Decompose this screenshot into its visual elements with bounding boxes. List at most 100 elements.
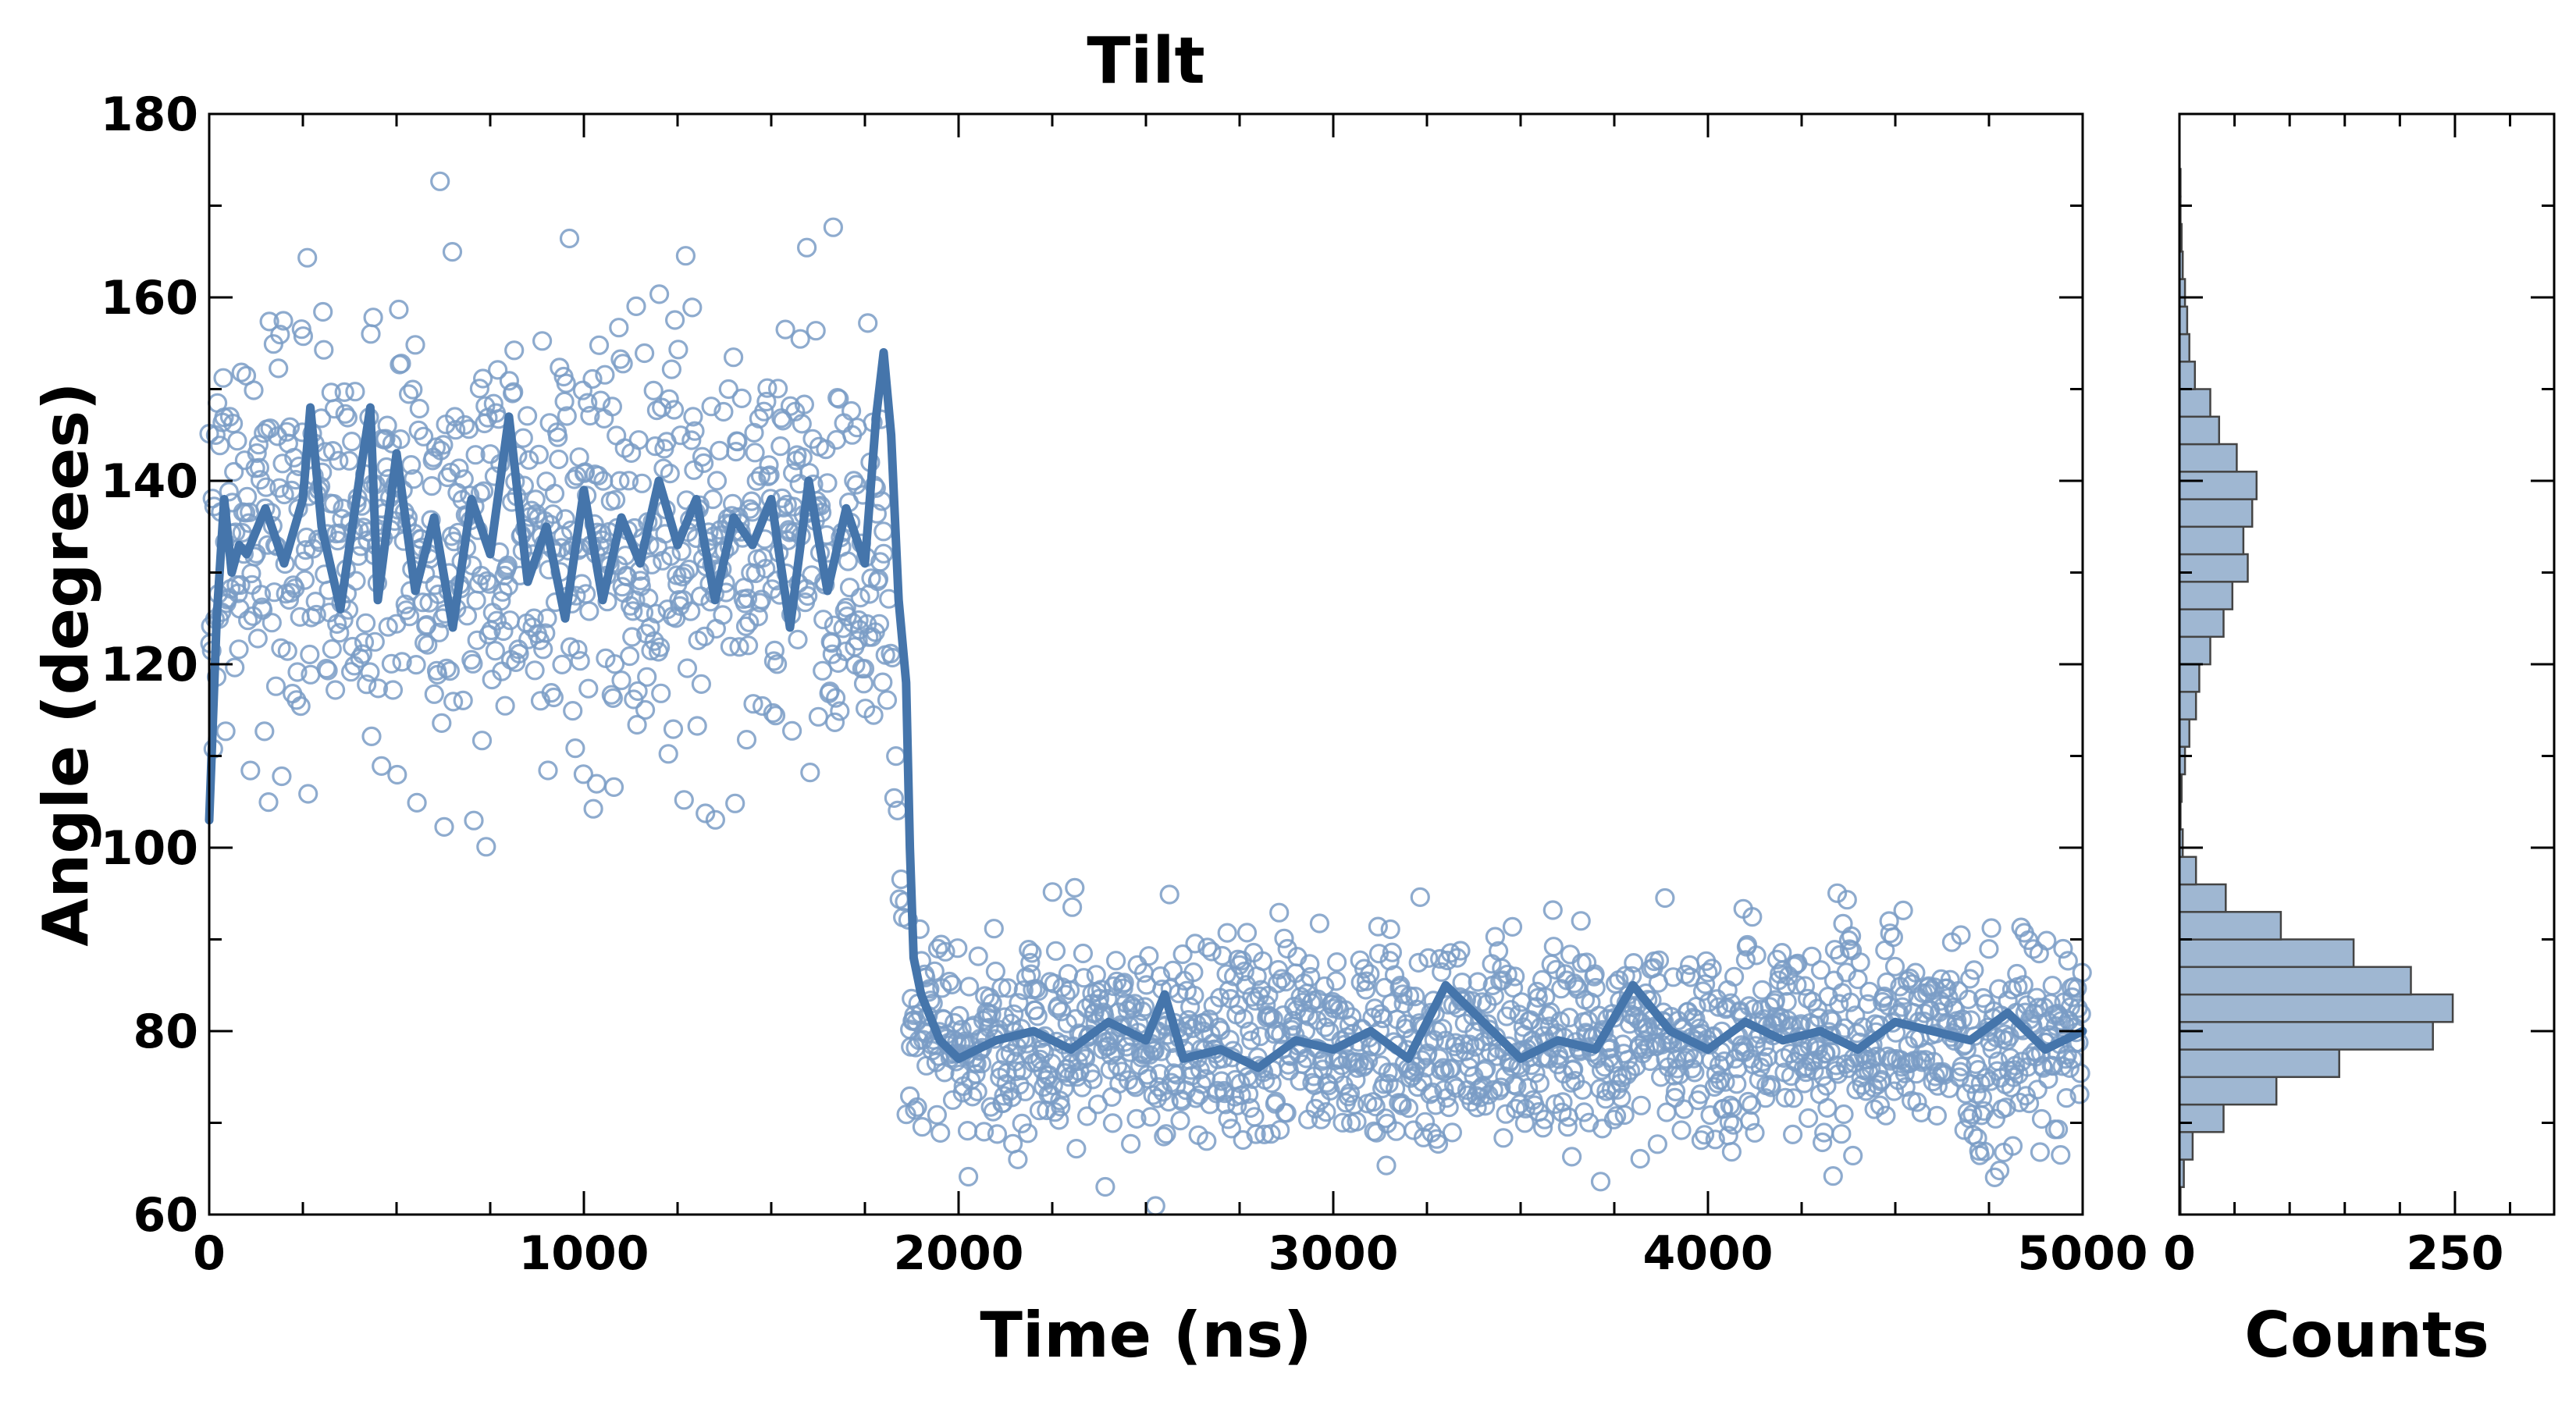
scatter-point [1405, 986, 1425, 1007]
scatter-point [754, 401, 774, 422]
scatter-point [303, 539, 323, 559]
scatter-point [1837, 890, 1857, 910]
scatter-point [770, 436, 791, 457]
scatter-point [959, 976, 980, 997]
scatter-point [781, 720, 802, 741]
scatter-point [1233, 1008, 1254, 1029]
scatter-point [611, 670, 632, 691]
scatter-point [1022, 943, 1042, 963]
scatter-point [973, 1122, 994, 1142]
scatter-point [1158, 1091, 1179, 1112]
scatter-point [1698, 962, 1718, 983]
scatter-point [1571, 911, 1591, 931]
scatter-point [555, 509, 575, 529]
scatter-point [713, 401, 734, 422]
scatter-point [2069, 1084, 2090, 1104]
scatter-point [1880, 923, 1900, 944]
scatter-point [517, 406, 538, 426]
scatter-point [1376, 1155, 1397, 1176]
scatter-point [219, 482, 239, 502]
scatter-point [850, 587, 870, 608]
scatter-point [1162, 960, 1183, 980]
scatter-point [1170, 1110, 1190, 1131]
scatter-point [468, 574, 489, 594]
scatter-point [813, 660, 833, 681]
scatter-point [2033, 1058, 2054, 1078]
scatter-point [382, 680, 404, 700]
scatter-point [935, 941, 955, 962]
histogram-bar [2178, 388, 2211, 418]
scatter-point [632, 473, 653, 493]
scatter-point [1325, 971, 1347, 991]
scatter-point [249, 457, 269, 478]
scatter-point [2048, 1119, 2069, 1140]
scatter-point [660, 463, 680, 484]
scatter-point [1145, 1196, 1165, 1216]
scatter-point [991, 977, 1012, 998]
scatter-point [1996, 1097, 2016, 1118]
scatter-point [354, 632, 375, 653]
scatter-point [525, 660, 545, 681]
scatter-point [1542, 900, 1563, 920]
scatter-point [962, 1087, 983, 1107]
scatter-point [1049, 1110, 1069, 1130]
scatter-point [618, 471, 639, 491]
scatter-point [985, 961, 1006, 982]
scatter-point [322, 440, 343, 461]
scatter-point [637, 667, 657, 687]
scatter-point [1183, 962, 1204, 983]
scatter-point [873, 672, 893, 692]
scatter-point [573, 764, 594, 784]
scatter-point [610, 471, 630, 491]
scatter-point [1156, 1124, 1176, 1144]
scatter-point [1101, 1045, 1121, 1065]
scatter-point [2013, 975, 2033, 995]
scatter-point [495, 695, 515, 716]
scatter-point [1144, 1040, 1165, 1061]
scatter-point [790, 329, 810, 349]
scatter-point [1099, 1031, 1119, 1051]
scatter-point [1990, 1160, 2010, 1181]
scatter-point [403, 379, 423, 400]
scatter-point [1027, 1006, 1048, 1026]
scatter-point [863, 705, 884, 725]
scatter-point [1682, 1058, 1703, 1079]
histogram-bar [2178, 663, 2201, 693]
scatter-point [1809, 1008, 1829, 1028]
scatter-point [1727, 1074, 1747, 1094]
scatter-point [453, 690, 473, 711]
scatter-point [907, 1097, 927, 1117]
scatter-point [651, 683, 671, 703]
scatter-point [326, 680, 346, 700]
scatter-point [1309, 913, 1330, 934]
scatter-point [1076, 1106, 1098, 1126]
scatter-point [251, 585, 272, 605]
scatter-point [1742, 906, 1763, 927]
scatter-point [1012, 1113, 1032, 1134]
scatter-point [1439, 1097, 1459, 1118]
scatter-point [1102, 1113, 1123, 1133]
histogram-bar [2178, 883, 2227, 913]
scatter-point [886, 745, 906, 767]
y-tick-label: 160 [101, 271, 198, 325]
histogram-bar [2178, 1076, 2278, 1106]
scatter-point [565, 738, 585, 759]
scatter-point [617, 566, 638, 587]
scatter-point [1784, 1088, 1804, 1108]
scatter-point [1655, 887, 1675, 909]
scatter-point [930, 1122, 951, 1144]
scatter-point [1434, 1080, 1454, 1100]
scatter-point [590, 390, 611, 411]
scatter-point [306, 604, 326, 625]
histogram-bar [2178, 361, 2197, 390]
scatter-point [368, 678, 389, 699]
scatter-point [751, 589, 772, 610]
scatter-point [731, 388, 752, 408]
scatter-point [813, 610, 834, 630]
scatter-point [329, 450, 349, 471]
scatter-point [1293, 973, 1315, 994]
scatter-point [294, 551, 314, 571]
scatter-point [525, 489, 546, 510]
scatter-point [1073, 943, 1094, 964]
histogram-bar [2178, 938, 2355, 969]
